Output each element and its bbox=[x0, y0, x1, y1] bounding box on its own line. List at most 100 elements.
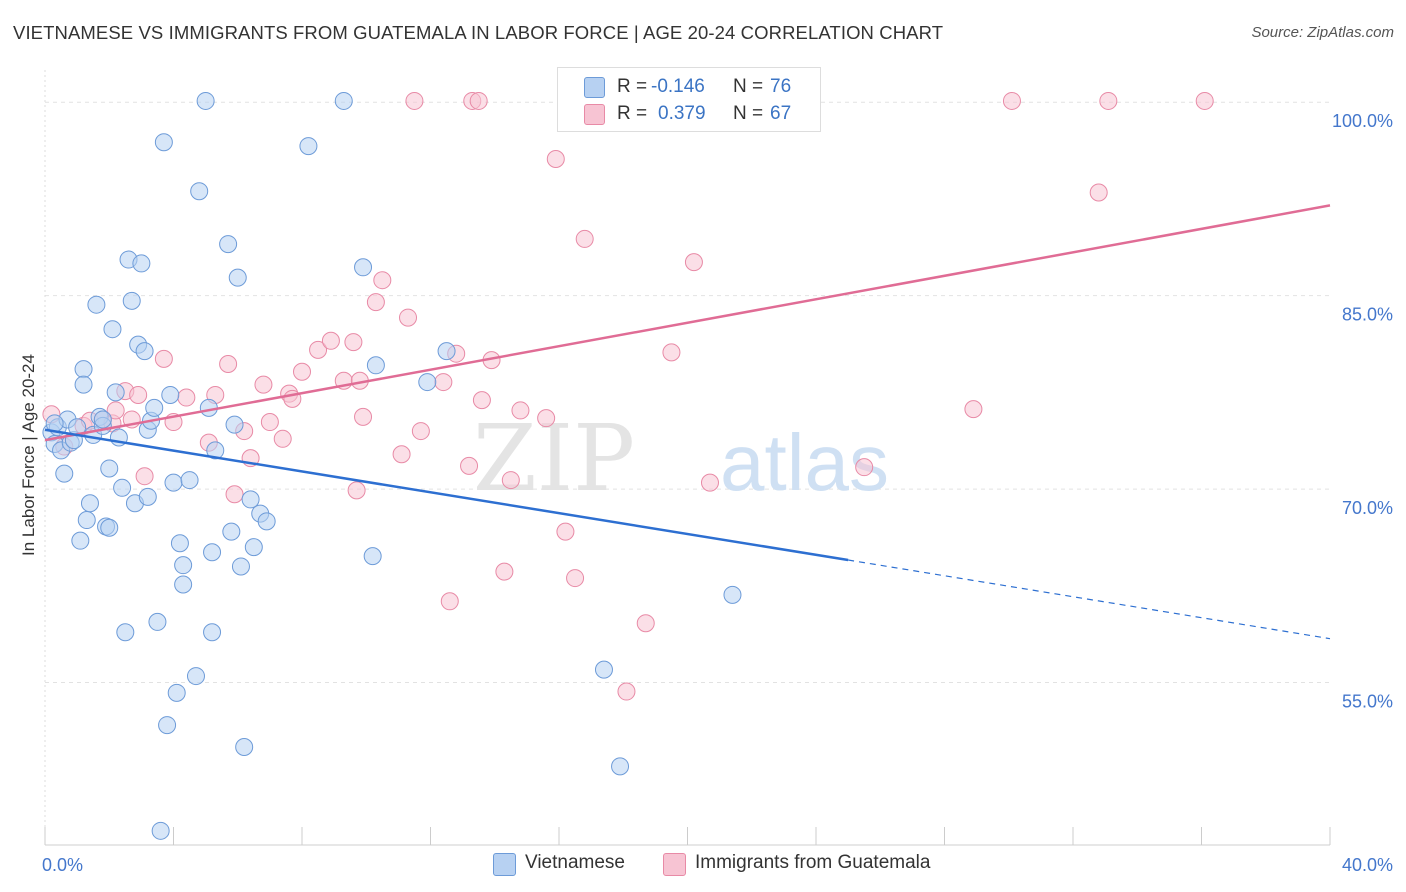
y-axis-label: In Labor Force | Age 20-24 bbox=[19, 354, 38, 556]
point-vietnamese bbox=[203, 623, 222, 642]
point-guatemala bbox=[469, 91, 488, 110]
source-label: Source: ZipAtlas.com bbox=[1251, 24, 1394, 41]
point-guatemala bbox=[1089, 183, 1108, 202]
point-vietnamese bbox=[138, 487, 157, 506]
legend-label: Immigrants from Guatemala bbox=[695, 852, 931, 873]
point-vietnamese bbox=[113, 478, 132, 497]
point-guatemala bbox=[1195, 91, 1214, 110]
trend-line-vietnamese-extrapolated bbox=[848, 559, 1331, 640]
point-vietnamese bbox=[366, 356, 385, 375]
point-vietnamese bbox=[186, 667, 205, 686]
point-vietnamese bbox=[167, 683, 186, 702]
grid-lines bbox=[45, 101, 1330, 684]
point-guatemala bbox=[662, 343, 681, 362]
point-vietnamese bbox=[190, 182, 209, 201]
series-guatemala-points bbox=[42, 91, 1214, 701]
point-vietnamese bbox=[93, 410, 112, 429]
point-guatemala bbox=[225, 485, 244, 504]
point-guatemala bbox=[636, 614, 655, 633]
point-vietnamese bbox=[164, 473, 183, 492]
point-vietnamese bbox=[103, 320, 122, 339]
point-guatemala bbox=[344, 333, 363, 352]
n-value: 67 bbox=[770, 103, 792, 124]
trend-line-guatemala bbox=[44, 204, 1331, 442]
point-guatemala bbox=[700, 473, 719, 492]
chart-title: VIETNAMESE VS IMMIGRANTS FROM GUATEMALA … bbox=[13, 22, 944, 43]
point-vietnamese bbox=[180, 471, 199, 490]
point-vietnamese bbox=[196, 91, 215, 110]
point-vietnamese bbox=[231, 557, 250, 576]
point-guatemala bbox=[501, 471, 520, 490]
legend-swatch-pink bbox=[663, 853, 686, 876]
point-vietnamese bbox=[106, 383, 125, 402]
legend-swatch-blue bbox=[493, 853, 516, 876]
point-guatemala bbox=[347, 481, 366, 500]
point-guatemala bbox=[106, 401, 125, 420]
point-guatemala bbox=[1099, 91, 1118, 110]
series-vietnamese-points bbox=[42, 91, 742, 840]
y-tick-label: 55.0% bbox=[1342, 692, 1393, 712]
point-vietnamese bbox=[299, 137, 318, 156]
point-guatemala bbox=[556, 522, 575, 541]
point-vietnamese bbox=[100, 518, 119, 537]
point-guatemala bbox=[129, 385, 148, 404]
point-guatemala bbox=[546, 149, 565, 168]
point-vietnamese bbox=[222, 522, 241, 541]
point-guatemala bbox=[321, 331, 340, 350]
point-vietnamese bbox=[100, 459, 119, 478]
point-vietnamese bbox=[363, 547, 382, 566]
point-vietnamese bbox=[203, 543, 222, 562]
axes bbox=[44, 70, 1331, 846]
x-tick-label: 0.0% bbox=[42, 855, 83, 875]
point-vietnamese bbox=[154, 133, 173, 152]
point-guatemala bbox=[495, 562, 514, 581]
point-vietnamese bbox=[74, 375, 93, 394]
point-guatemala bbox=[260, 413, 279, 432]
r-label: R = bbox=[617, 103, 648, 124]
point-vietnamese bbox=[145, 398, 164, 417]
point-guatemala bbox=[434, 373, 453, 392]
point-guatemala bbox=[154, 349, 173, 368]
point-vietnamese bbox=[334, 91, 353, 110]
stats-legend: R = -0.146 N = 76 R = 0.379 N = 67 bbox=[557, 67, 821, 132]
point-vietnamese bbox=[174, 556, 193, 575]
y-tick-label: 85.0% bbox=[1342, 305, 1393, 325]
point-guatemala bbox=[460, 456, 479, 475]
point-vietnamese bbox=[158, 716, 177, 735]
point-guatemala bbox=[309, 340, 328, 359]
point-guatemala bbox=[964, 400, 983, 419]
watermark: ZIP atlas bbox=[473, 405, 889, 512]
point-vietnamese bbox=[723, 585, 742, 604]
swatch-pink bbox=[584, 104, 605, 125]
point-vietnamese bbox=[206, 441, 225, 460]
x-tick-label: 40.0% bbox=[1342, 855, 1393, 875]
point-vietnamese bbox=[228, 268, 247, 287]
point-guatemala bbox=[405, 91, 424, 110]
stats-row-guatemala: R = 0.379 N = 67 bbox=[558, 100, 820, 128]
stats-row-vietnamese: R = -0.146 N = 76 bbox=[558, 73, 820, 101]
point-vietnamese bbox=[151, 821, 170, 840]
point-guatemala bbox=[135, 467, 154, 486]
point-vietnamese bbox=[225, 415, 244, 434]
point-guatemala bbox=[273, 429, 292, 448]
point-vietnamese bbox=[74, 360, 93, 379]
r-label: R = bbox=[617, 76, 648, 97]
point-vietnamese bbox=[161, 385, 180, 404]
point-vietnamese bbox=[87, 295, 106, 314]
point-vietnamese bbox=[135, 342, 154, 361]
point-guatemala bbox=[254, 375, 273, 394]
point-vietnamese bbox=[80, 494, 99, 513]
y-tick-label: 70.0% bbox=[1342, 498, 1393, 518]
point-vietnamese bbox=[170, 534, 189, 553]
point-guatemala bbox=[219, 355, 238, 374]
point-vietnamese bbox=[241, 490, 260, 509]
point-vietnamese bbox=[594, 660, 613, 679]
point-guatemala bbox=[354, 407, 373, 426]
point-guatemala bbox=[566, 569, 585, 588]
point-guatemala bbox=[511, 401, 530, 420]
point-guatemala bbox=[855, 458, 874, 477]
point-vietnamese bbox=[71, 531, 90, 550]
point-guatemala bbox=[177, 388, 196, 407]
point-guatemala bbox=[399, 308, 418, 327]
